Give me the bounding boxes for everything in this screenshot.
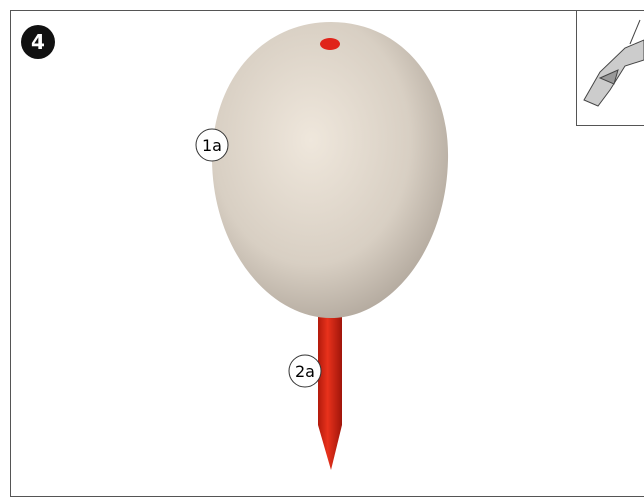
callout (195, 128, 229, 162)
ball (212, 22, 449, 318)
pin (318, 315, 342, 470)
callout-label: 2a (295, 362, 315, 381)
marker-dot (320, 38, 340, 50)
step-number: 4 (31, 30, 45, 54)
callout-label: 1a (202, 136, 222, 155)
callout (288, 354, 322, 388)
step-badge (21, 25, 55, 59)
tool-icon (583, 19, 644, 107)
